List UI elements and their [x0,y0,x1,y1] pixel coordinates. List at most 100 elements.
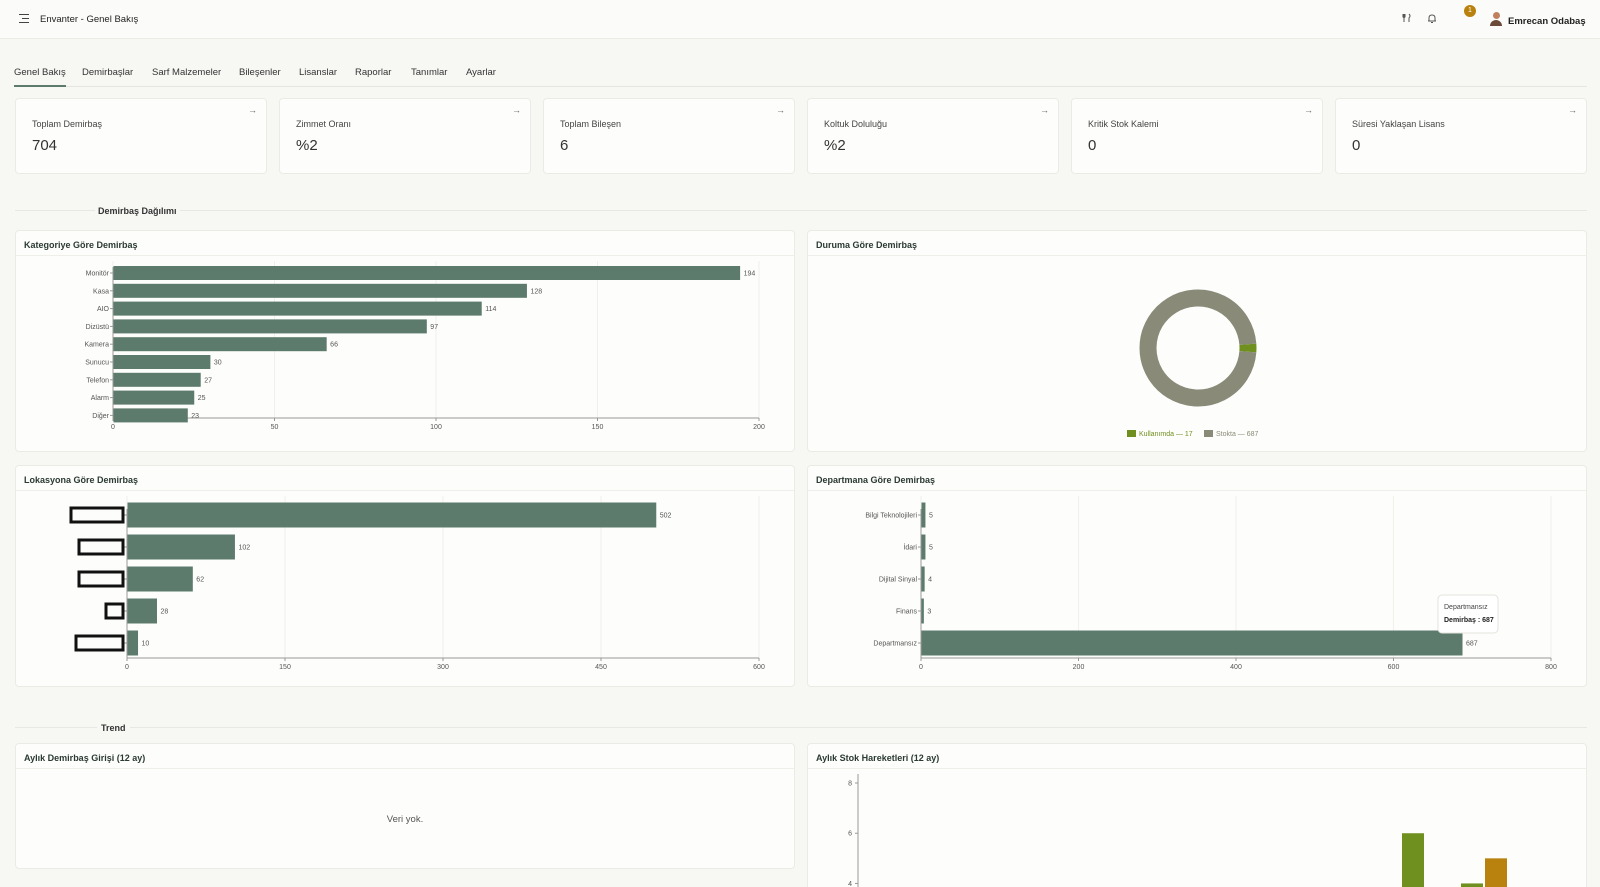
bell-icon[interactable] [1427,13,1437,27]
top-bar: Envanter - Genel Bakış 1 Emrecan Odabaş [0,0,1600,39]
bar-value-label: 687 [1466,641,1478,648]
panel-title: Kategoriye Göre Demirbaş [24,240,138,250]
redacted-label-box [69,506,125,524]
panel-location: Lokasyona Göre Demirbaş 0 150 300 450 600 502… [15,465,795,687]
bar-value-label: 10 [142,641,150,648]
arrow-right-icon[interactable]: → [776,105,785,115]
tab-tanimlar[interactable]: Tanımlar [411,67,448,78]
arrow-right-icon[interactable]: → [248,105,257,115]
y-tick-label: Alarm [91,395,109,402]
x-tick-label: 800 [1545,664,1557,671]
bar-value-label: 114 [485,306,496,313]
kpi-card-toplam-demirbas[interactable]: → Toplam Demirbaş 704 [15,98,267,174]
y-tick-label: Bilgi Teknolojileri [865,513,917,520]
legend-label: Kullanımda — 17 [1139,431,1193,438]
x-tick-label: 150 [279,664,291,671]
section-divider [15,727,97,728]
y-tick-label: İdari [903,543,917,552]
kpi-value: 6 [560,137,569,154]
y-tick-label: Monitör [86,271,110,278]
redacted-label-box [77,538,125,556]
x-tick-label: 200 [1073,664,1085,671]
bar-value-label: 30 [214,360,222,367]
x-tick-label: 450 [595,664,607,671]
arrow-right-icon[interactable]: → [1568,105,1577,115]
panel-title: Aylık Stok Hareketleri (12 ay) [816,753,940,763]
notification-badge: 1 [1464,5,1476,17]
bar [113,372,201,387]
panel-title: Lokasyona Göre Demirbaş [24,475,139,485]
bar [113,390,195,405]
tab-bar: Genel Bakış Demirbaşlar Sarf Malzemeler … [14,65,1587,87]
tooltip [1437,594,1499,634]
kpi-value: 704 [32,137,58,154]
kpi-card-toplam-bilesen[interactable]: → Toplam Bileşen 6 [543,98,795,174]
y-tick-label: Sunucu [85,360,109,367]
panel-monthly-stock: Aylık Stok Hareketleri (12 ay) 4 6 8 [807,743,1587,887]
bar-value-label: 27 [204,377,212,384]
bar-value-label: 128 [530,288,542,295]
tab-sarf-malzemeler[interactable]: Sarf Malzemeler [152,67,222,78]
kpi-card-koltuk-dolulugu[interactable]: → Koltuk Doluluğu %2 [807,98,1059,174]
tab-bilesenler[interactable]: Bileşenler [239,67,281,78]
bar [921,534,926,560]
bar-value-label: 23 [191,413,199,420]
bar [127,566,193,592]
bar [113,355,211,369]
legend-swatch [1204,430,1213,437]
tab-genel-bakis[interactable]: Genel Bakış [14,67,66,87]
panel-title: Duruma Göre Demirbaş [816,240,918,250]
tab-raporlar[interactable]: Raporlar [355,67,392,78]
section-divider [130,727,1587,728]
x-tick-label: 400 [1230,664,1242,671]
y-tick-label: 6 [848,831,852,838]
arrow-right-icon[interactable]: → [512,105,521,115]
arrow-right-icon[interactable]: → [1304,105,1313,115]
bar [113,301,482,316]
bar [921,630,1463,656]
tab-ayarlar[interactable]: Ayarlar [466,67,496,78]
bar [921,566,925,592]
y-tick-label: Finans [896,609,918,616]
bar [127,534,235,560]
bar-value-label: 28 [160,609,168,616]
bar-value-label: 3 [927,609,931,616]
bar [1402,833,1424,887]
tab-lisanslar[interactable]: Lisanslar [299,67,338,78]
kpi-card-suresi-yaklasan-lisans[interactable]: → Süresi Yaklaşan Lisans 0 [1335,98,1587,174]
user-name[interactable]: Emrecan Odabaş [1508,16,1586,27]
panel-status: Duruma Göre Demirbaş Kullanımda — 17 Stok… [807,230,1587,452]
y-tick-label: Departmansız [873,641,917,648]
status-donut-chart: Kullanımda — 17 Stokta — 687 [1127,289,1259,438]
redacted-label-box [104,602,125,620]
y-tick-label: Dizüstü [86,324,109,331]
y-tick-label: 8 [848,781,852,788]
x-tick-label: 150 [592,424,604,431]
kpi-label: Koltuk Doluluğu [824,119,888,129]
x-tick-label: 100 [430,424,442,431]
bar-value-label: 5 [929,545,933,552]
kpi-card-zimmet-orani[interactable]: → Zimmet Oranı %2 [279,98,531,174]
bar [127,598,157,624]
kpi-label: Zimmet Oranı [296,119,352,129]
y-tick-label: 4 [848,881,852,887]
kpi-card-kritik-stok[interactable]: → Kritik Stok Kalemi 0 [1071,98,1323,174]
y-tick-label: AIO [97,306,110,313]
menu-icon[interactable] [19,14,30,24]
bar-value-label: 4 [928,577,932,584]
redacted-label-box [77,570,125,588]
y-tick-label: Kamera [84,342,109,349]
section-divider [180,210,1587,211]
bar-value-label: 97 [430,324,438,331]
tab-demirbaslar[interactable]: Demirbaşlar [82,67,134,78]
panel-category: Kategoriye Göre Demirbaş 0 50 100 150 200 194… [15,230,795,452]
y-tick-label: Kasa [93,288,109,295]
bar-value-label: 62 [196,577,204,584]
x-tick-label: 0 [919,664,923,671]
arrow-right-icon[interactable]: → [1040,105,1049,115]
bar [1461,883,1483,887]
utensils-icon[interactable] [1402,13,1412,26]
bar-value-label: 25 [198,395,206,402]
avatar[interactable] [1490,12,1502,26]
legend-swatch [1127,430,1136,437]
